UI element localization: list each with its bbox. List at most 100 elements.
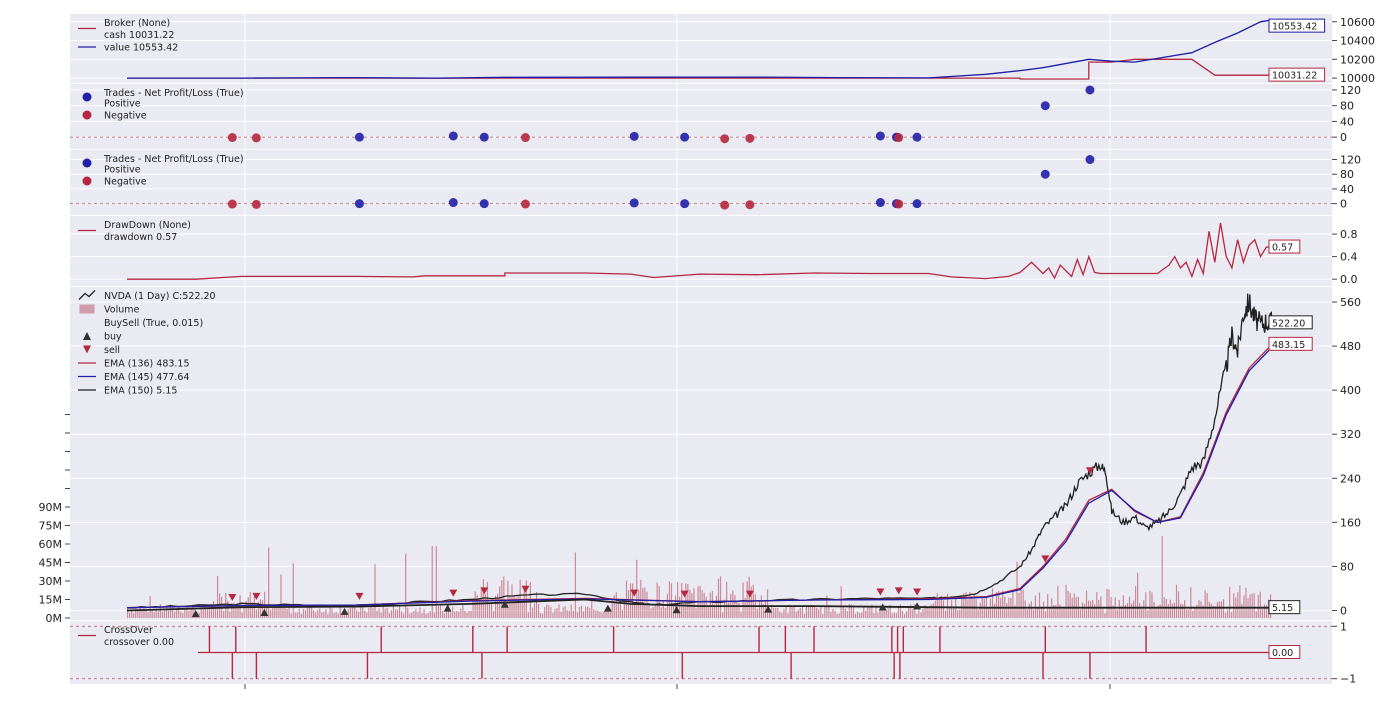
volume-bar	[1143, 600, 1145, 618]
volume-bar	[582, 611, 585, 618]
volume-bar	[1196, 604, 1198, 618]
trade-point-positive	[875, 131, 885, 141]
series-line-nvda-close	[127, 293, 1273, 609]
legend: DrawDown (None)drawdown 0.57	[78, 220, 191, 243]
volume-bar	[568, 610, 570, 618]
last-value-label: 0.57	[1272, 243, 1293, 254]
volume-bar	[1132, 600, 1135, 618]
volume-bar	[766, 589, 769, 618]
volume-bar	[192, 605, 194, 618]
sell-marker	[913, 588, 922, 596]
volume-bar	[1253, 593, 1255, 618]
volume-bar	[1222, 599, 1225, 618]
legend-title: Trades - Net Profit/Loss (True)	[103, 154, 244, 165]
volume-bar	[1257, 594, 1259, 618]
last-value-box	[1268, 645, 1301, 659]
volume-bar	[883, 610, 885, 618]
volume-bar	[214, 606, 217, 618]
volume-bar	[259, 599, 262, 618]
trade-point-positive	[1040, 169, 1050, 179]
volume-bar	[306, 607, 309, 618]
volume-tick-label: 15M	[39, 594, 63, 607]
volume-bar	[241, 612, 243, 618]
volume-bar	[912, 609, 914, 618]
volume-bar	[597, 610, 599, 618]
volume-bar	[1169, 599, 1171, 618]
volume-bar	[452, 606, 454, 618]
volume-bar	[967, 599, 969, 618]
volume-bar	[717, 578, 720, 618]
volume-bar	[276, 604, 278, 618]
volume-bar	[313, 610, 315, 618]
volume-bar	[1104, 613, 1106, 618]
volume-bar	[206, 607, 208, 618]
volume-bar	[1012, 591, 1014, 618]
trade-point-negative	[894, 133, 904, 143]
y-tick-label: 0	[1340, 131, 1347, 144]
series-line-value	[127, 19, 1273, 79]
buy-marker	[260, 608, 269, 616]
volume-bar	[914, 604, 916, 618]
volume-bar	[245, 600, 247, 618]
volume-bar	[1130, 603, 1133, 618]
volume-bar	[1255, 611, 1257, 618]
sell-marker	[355, 592, 364, 600]
volume-bar	[382, 605, 384, 618]
volume-bar	[916, 613, 918, 618]
volume-bar	[151, 609, 153, 618]
trade-point-negative	[520, 133, 530, 143]
volume-bar	[603, 611, 605, 618]
volume-bar	[202, 604, 204, 618]
volume-bar	[251, 602, 253, 618]
volume-bar	[1161, 536, 1163, 618]
volume-bar	[1018, 592, 1020, 618]
volume-bar	[554, 608, 556, 618]
volume-bar	[233, 602, 235, 618]
volume-bar	[793, 606, 795, 618]
volume-bar	[867, 606, 869, 618]
y-tick-label: 10400	[1340, 35, 1375, 48]
volume-bar	[1151, 592, 1153, 618]
volume-bar	[484, 594, 487, 618]
volume-bar	[1085, 590, 1088, 618]
last-value-label: 522.20	[1272, 318, 1305, 329]
volume-bar	[828, 604, 830, 618]
volume-bar	[1059, 604, 1061, 618]
volume-bar	[948, 607, 951, 618]
volume-bar	[998, 590, 1000, 618]
volume-bar	[838, 613, 840, 618]
legend-label-value: value 10553.42	[104, 43, 178, 54]
volume-bar	[1094, 604, 1096, 618]
legend-marker-buy	[83, 332, 91, 340]
volume-bar	[255, 609, 258, 618]
legend-label-positive: Positive	[104, 99, 141, 110]
volume-bar	[517, 594, 519, 618]
sell-marker	[1041, 555, 1050, 563]
panel-background	[70, 14, 1332, 83]
volume-bar	[893, 612, 895, 618]
trade-point-positive	[629, 131, 639, 141]
volume-bar	[540, 613, 542, 618]
volume-bar	[1032, 609, 1034, 618]
volume-bar	[1249, 594, 1251, 618]
volume-bar	[1194, 607, 1196, 618]
volume-bar	[965, 592, 967, 618]
volume-bar	[787, 613, 789, 618]
volume-bar	[1063, 606, 1065, 618]
volume-bar	[746, 581, 748, 618]
legend-label-buysell: BuySell (True, 0.015)	[104, 318, 203, 329]
buy-marker	[500, 600, 509, 608]
volume-bar	[353, 604, 356, 618]
volume-bar	[407, 607, 409, 618]
y-tick-label: 560	[1340, 296, 1361, 309]
volume-bar	[1182, 604, 1184, 618]
volume-bar	[527, 612, 529, 618]
volume-bar	[705, 596, 707, 618]
volume-bar	[429, 610, 431, 618]
volume-bar	[492, 611, 495, 618]
volume-bar	[891, 613, 893, 618]
volume-bar	[533, 603, 536, 618]
volume-bar	[910, 604, 912, 618]
volume-bar	[797, 609, 799, 618]
